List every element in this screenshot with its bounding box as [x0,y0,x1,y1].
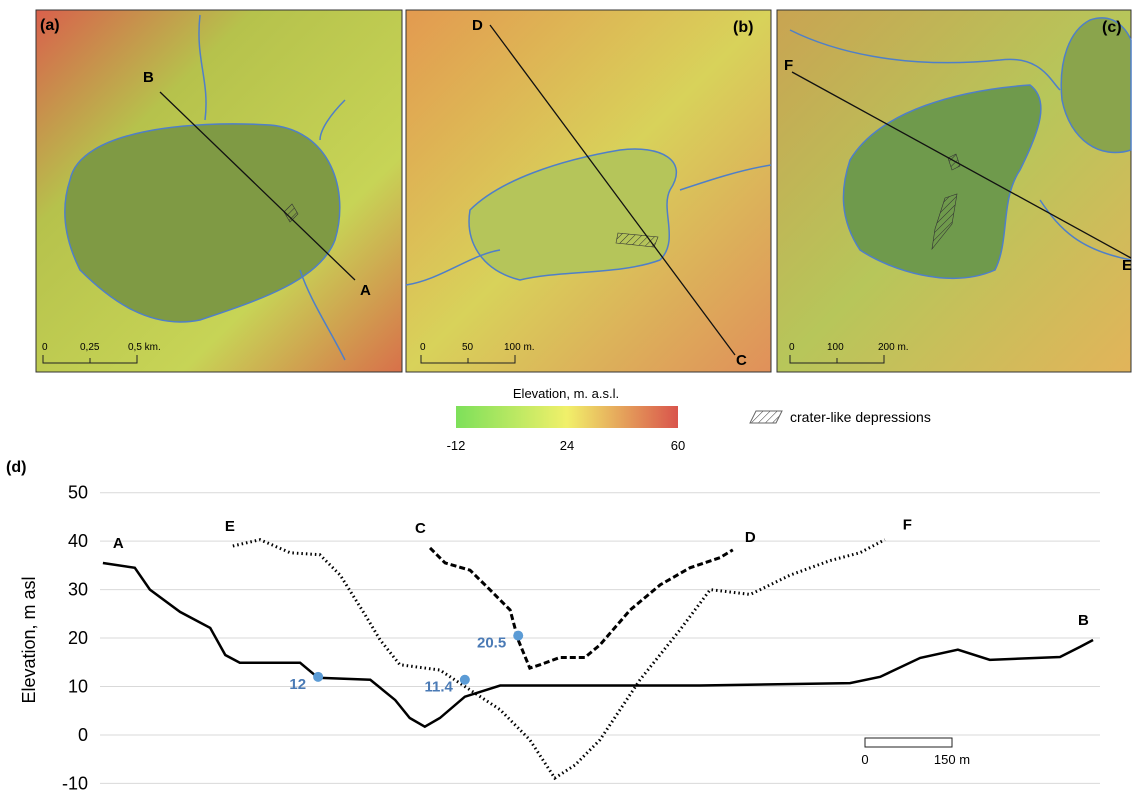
plot: -10 0 10 20 30 40 50 A B E F C D 12 11.4 20.5 0 150 m [62,483,1100,792]
profile-end-label: D [745,529,756,546]
profile-label: F [784,57,793,74]
colorbar-ramp [456,406,678,428]
marker-label: 20.5 [477,635,506,652]
profile-end-label: B [1078,612,1089,629]
marker [313,672,323,682]
scale-label: 0 [42,342,48,353]
profile-line [233,540,885,778]
colorbar-tick-label: -12 [447,438,466,453]
scale-label: 150 m [934,752,970,767]
profile-line [430,548,733,668]
y-tick-label: 10 [68,677,88,697]
marker [460,675,470,685]
marker-label: 12 [289,676,306,693]
colorbar-title: Elevation, m. a.s.l. [513,386,619,401]
profile-end-label: E [225,518,235,535]
profile-label: C [736,352,747,369]
colorbar-tick-label: 24 [560,438,574,453]
y-tick-label: -10 [62,773,88,792]
scale-label: 200 m. [878,342,909,353]
profile-end-label: F [903,517,912,534]
marker-label: 11.4 [424,679,453,696]
marker [513,631,523,641]
figure: (a) B A 0 0,25 0,5 km. D C (b) 0 50 100 … [0,0,1132,792]
y-tick-label: 40 [68,531,88,551]
map-a: (a) B A 0 0,25 0,5 km. [36,10,402,372]
hatch-swatch [750,411,782,423]
y-tick-label: 30 [68,580,88,600]
colorbar: Elevation, m. a.s.l. -12 24 60 [447,386,686,453]
profile-label: D [472,17,483,34]
profile-label: E [1122,257,1132,274]
scale-label: 0,25 [80,342,100,353]
y-axis-title: Elevation, m asl [19,576,39,703]
scale-label: 50 [462,342,474,353]
y-tick-label: 20 [68,628,88,648]
panel-label: (a) [40,17,60,34]
panel-label: (b) [733,19,753,36]
profile-line [103,563,1093,727]
panel-label: (c) [1102,19,1122,36]
scale-label: 100 [827,342,844,353]
scale-label: 100 m. [504,342,535,353]
map-b: D C (b) 0 50 100 m. [406,10,771,372]
scale-label: 0 [861,752,868,767]
colorbar-tick-label: 60 [671,438,685,453]
hatch-legend-label: crater-like depressions [790,409,931,425]
scale-label: 0,5 km. [128,342,161,353]
scale-bar [865,738,952,747]
scale-label: 0 [789,342,795,353]
profile-label: A [360,282,371,299]
y-tick-label: 50 [68,483,88,503]
profile-label: B [143,69,154,86]
profile-end-label: C [415,520,426,537]
profile-end-label: A [113,535,124,552]
y-tick-label: 0 [78,725,88,745]
panel-label: (d) [6,459,26,476]
hatch-legend: crater-like depressions [750,409,931,425]
scale-label: 0 [420,342,426,353]
map-c: F E (c) 0 100 200 m. [777,10,1132,372]
